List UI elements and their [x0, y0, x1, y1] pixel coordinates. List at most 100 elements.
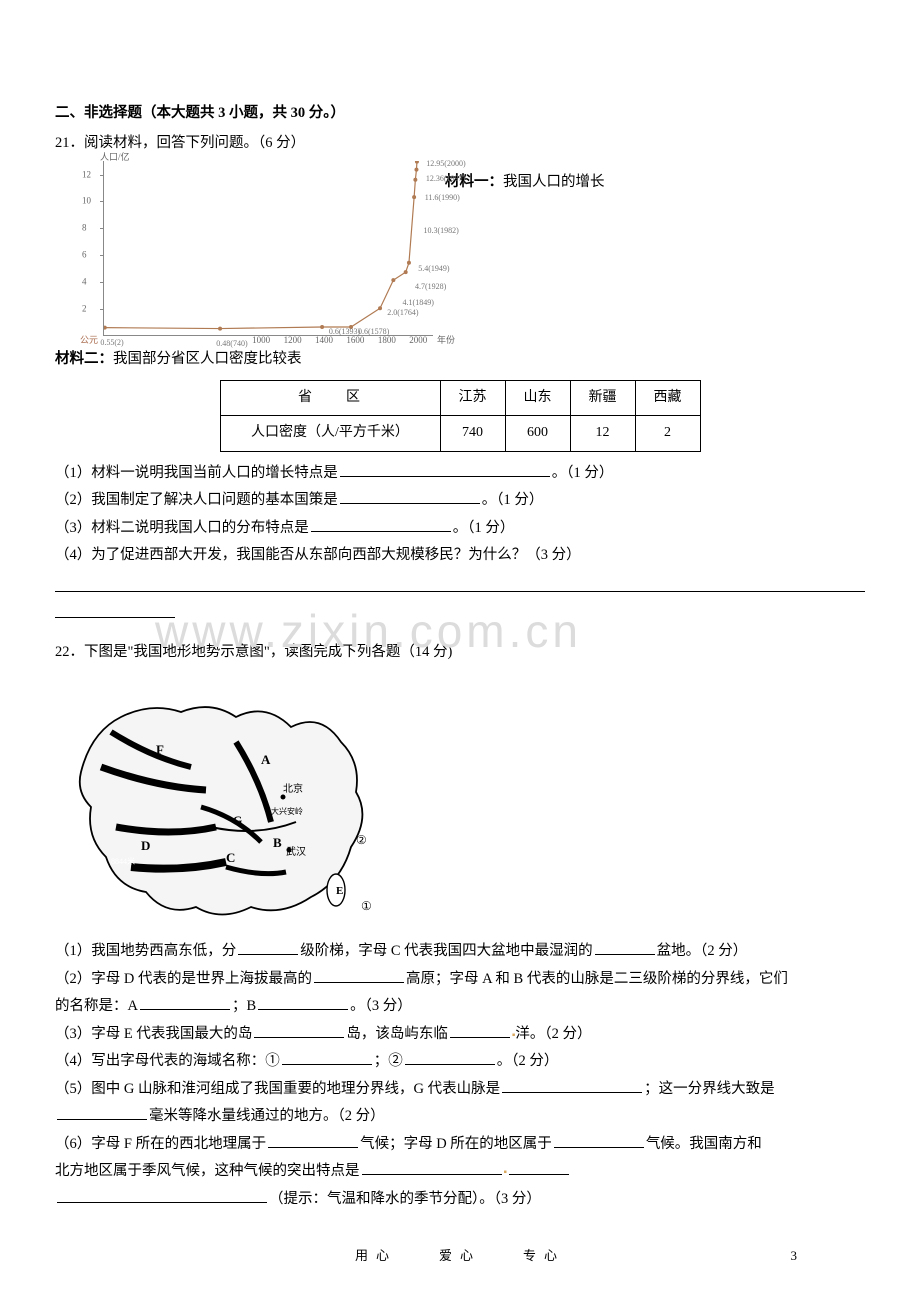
material2-text: 我国部分省区人口密度比较表: [113, 351, 302, 367]
blank-line: [238, 941, 298, 956]
svg-text:D: D: [141, 838, 150, 853]
map-svg: F D C A B E G ① ② 北京 武汉 8844米 大兴安岭: [61, 672, 391, 932]
blank-line: [340, 490, 480, 505]
text: （3）字母 E 代表我国最大的岛: [55, 1026, 252, 1042]
blank-line: [340, 462, 550, 477]
q22-sub6: （6）字母 F 所在的西北地理属于 气候；字母 D 所在的地区属于 气候。我国南方和: [55, 1131, 865, 1159]
text: 高原；字母 A 和 B 代表的山脉是二三级阶梯的分界线，它们: [406, 971, 788, 987]
table-cell: 740: [440, 416, 505, 452]
text: （4）写出字母代表的海域名称：①: [55, 1053, 280, 1069]
text: 的名称是：A: [55, 998, 138, 1014]
table-cell: 12: [570, 416, 635, 452]
footer-text: 用心 爱心 专心: [355, 1248, 565, 1263]
density-table: 省 区 江苏 山东 新疆 西藏 人口密度（人/平方千米） 740 600 12 …: [220, 380, 701, 452]
q21-sub1: （1）材料一说明我国当前人口的增长特点是 。（1 分）: [55, 460, 865, 488]
q21-sub2-tail: 。（1 分）: [482, 492, 544, 508]
blank-line: [502, 1078, 642, 1093]
text: 北方地区属于季风气候，这种气候的突出特点是: [55, 1163, 360, 1179]
text: （5）图中 G 山脉和淮河组成了我国重要的地理分界线，G 代表山脉是: [55, 1081, 500, 1097]
q21-sub3-tail: 。（1 分）: [453, 520, 515, 536]
svg-text:北京: 北京: [283, 782, 303, 795]
q22-sub3: （3）字母 E 代表我国最大的岛岛，该岛屿东临▪洋。（2 分）: [55, 1021, 865, 1049]
page-number: 3: [791, 1244, 806, 1269]
q22-sub6-end: （提示：气温和降水的季节分配）。（3 分）: [55, 1186, 865, 1214]
table-header-cell: 江苏: [440, 380, 505, 416]
text: 。（2 分）: [497, 1053, 559, 1069]
q22-sub2: （2）字母 D 代表的是世界上海拔最高的 高原；字母 A 和 B 代表的山脉是二三…: [55, 966, 865, 994]
q21-sub2: （2）我国制定了解决人口问题的基本国策是 。（1 分）: [55, 487, 865, 515]
dot-icon: ▪: [504, 1167, 508, 1178]
q22-stem: 22．下图是"我国地形地势示意图"，读图完成下列各题（14 分): [55, 639, 865, 667]
material1: 材料一：我国人口的增长: [445, 169, 605, 197]
gongyuan-label: 公元: [80, 332, 98, 349]
blank-line: [140, 996, 230, 1011]
blank-line: [314, 968, 404, 983]
q21-sub1-tail: 。（1 分）: [552, 465, 614, 481]
q21-sub2-text: （2）我国制定了解决人口问题的基本国策是: [55, 492, 338, 508]
q22-sub2-cont: 的名称是：A ；B 。（3 分）: [55, 993, 865, 1021]
material2: 材料二：我国部分省区人口密度比较表: [55, 346, 865, 374]
q21-sub4: （4）为了促进西部大开发，我国能否从东部向西部大规模移民？为什么？（3 分）: [55, 542, 865, 570]
material2-label: 材料二：: [55, 351, 113, 367]
q22-sub6-cont: 北方地区属于季风气候，这种气候的突出特点是 ▪: [55, 1158, 865, 1186]
x-axis-label: 年份: [437, 332, 455, 349]
material1-text: 我国人口的增长: [503, 174, 605, 190]
svg-text:大兴安岭: 大兴安岭: [271, 806, 303, 816]
china-map: F D C A B E G ① ② 北京 武汉 8844米 大兴安岭: [61, 672, 391, 932]
svg-text:②: ②: [356, 833, 367, 847]
page-footer: 用心 爱心 专心 3: [55, 1244, 865, 1269]
blank-line: [595, 941, 655, 956]
q21-sub3-text: （3）材料二说明我国人口的分布特点是: [55, 520, 309, 536]
blank-line: [311, 517, 451, 532]
q22-sub5: （5）图中 G 山脉和淮河组成了我国重要的地理分界线，G 代表山脉是 ；这一分界线…: [55, 1076, 865, 1104]
blank-line: [268, 1133, 358, 1148]
q22-sub1: （1）我国地势西高东低，分 级阶梯，字母 C 代表我国四大盆地中最湿润的 盆地。（2…: [55, 938, 865, 966]
svg-text:8844米: 8844米: [111, 856, 135, 866]
text: 盆地。（2 分）: [657, 943, 748, 959]
svg-text:G: G: [233, 813, 242, 827]
blank-line: [254, 1023, 344, 1038]
svg-text:B: B: [273, 835, 282, 850]
svg-text:E: E: [336, 885, 343, 897]
q22-sub4: （4）写出字母代表的海域名称：① ；② 。（2 分）: [55, 1048, 865, 1076]
blank-line: [57, 1189, 267, 1204]
blank-line: [362, 1161, 502, 1176]
text: 级阶梯，字母 C 代表我国四大盆地中最湿润的: [300, 943, 592, 959]
chart-wrapper: 材料一：我国人口的增长 人口/亿 公元 年份 24681012100012001…: [75, 161, 865, 336]
q21-sub3: （3）材料二说明我国人口的分布特点是 。（1 分）: [55, 515, 865, 543]
svg-text:C: C: [226, 850, 235, 865]
text: 。（3 分）: [350, 998, 412, 1014]
table-header-cell: 山东: [505, 380, 570, 416]
text: 毫米等降水量线通过的地方。（2 分）: [149, 1108, 385, 1124]
blank-line: [258, 996, 348, 1011]
q21-sub1-text: （1）材料一说明我国当前人口的增长特点是: [55, 465, 338, 481]
section-title: 二、非选择题（本大题共 3 小题，共 30 分。）: [55, 100, 865, 128]
blank-line: [282, 1051, 372, 1066]
text: ；②: [374, 1053, 403, 1069]
answer-line: [55, 574, 865, 592]
text: ；B: [232, 998, 256, 1014]
table-data-row: 人口密度（人/平方千米） 740 600 12 2: [220, 416, 700, 452]
answer-line: [55, 600, 175, 618]
text: 气候；字母 D 所在的地区属于: [360, 1136, 552, 1152]
q22-sub5-cont: 毫米等降水量线通过的地方。（2 分）: [55, 1103, 865, 1131]
blank-line: [450, 1023, 510, 1038]
blank-line: [509, 1161, 569, 1176]
table-cell: 600: [505, 416, 570, 452]
text: 气候。我国南方和: [646, 1136, 762, 1152]
table-header-row: 省 区 江苏 山东 新疆 西藏: [220, 380, 700, 416]
table-row-label: 人口密度（人/平方千米）: [220, 416, 440, 452]
text: （2）字母 D 代表的是世界上海拔最高的: [55, 971, 312, 987]
text: （1）我国地势西高东低，分: [55, 943, 236, 959]
table-header-cell: 西藏: [635, 380, 700, 416]
svg-text:①: ①: [361, 899, 372, 913]
text: （提示：气温和降水的季节分配）。（3 分）: [269, 1191, 541, 1207]
text: （6）字母 F 所在的西北地理属于: [55, 1136, 266, 1152]
table-header-cell: 新疆: [570, 380, 635, 416]
text: 岛，该岛屿东临: [346, 1026, 448, 1042]
blank-line: [57, 1106, 147, 1121]
blank-line: [405, 1051, 495, 1066]
q21-stem: 21．阅读材料，回答下列问题。（6 分）: [55, 130, 865, 158]
population-chart: 人口/亿 公元 年份 24681012100012001400160018002…: [103, 161, 433, 336]
text: ；这一分界线大致是: [644, 1081, 775, 1097]
